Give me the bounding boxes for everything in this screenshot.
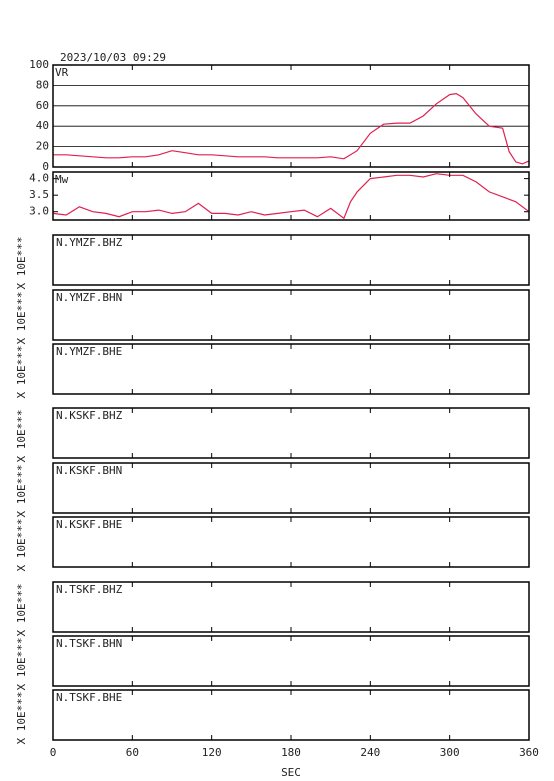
unit-label: X 10E*** [15, 638, 28, 691]
unit-label: X 10E*** [15, 692, 28, 745]
unit-label: X 10E*** [15, 410, 28, 463]
x-tick-label: 360 [519, 746, 539, 759]
y-tick-label: 60 [36, 99, 49, 112]
station-label: N.YMZF.BHZ [56, 236, 123, 249]
x-tick-label: 60 [126, 746, 139, 759]
y-tick-label: 20 [36, 140, 49, 153]
station-label: N.TSKF.BHN [56, 637, 122, 650]
y-tick-label: 0 [42, 160, 49, 173]
unit-label: X 10E*** [15, 346, 28, 399]
panel-label: VR [55, 66, 69, 79]
y-tick-label: 4.0 [29, 172, 49, 185]
x-axis-label: SEC [281, 766, 301, 779]
station-panel [52, 343, 530, 395]
station-label: N.TSKF.BHZ [56, 583, 123, 596]
data-line [53, 92, 530, 165]
y-tick-label: 100 [29, 58, 49, 71]
panel-frame [52, 64, 530, 168]
x-tick-label: 180 [281, 746, 301, 759]
unit-label: X 10E*** [15, 584, 28, 637]
x-tick-label: 120 [202, 746, 222, 759]
x-tick-label: 0 [50, 746, 57, 759]
station-panel [52, 635, 530, 687]
unit-label: X 10E*** [15, 292, 28, 345]
y-tick-label: 80 [36, 78, 49, 91]
x-tick-label: 300 [440, 746, 460, 759]
unit-label: X 10E*** [15, 237, 28, 290]
station-label: N.YMZF.BHE [56, 345, 122, 358]
station-label: N.TSKF.BHE [56, 691, 122, 704]
station-panel [52, 407, 530, 459]
station-panel [52, 234, 530, 286]
station-label: N.KSKF.BHN [56, 464, 122, 477]
chart-title: 2023/10/03 09:29 [60, 51, 166, 64]
data-line [52, 173, 530, 220]
y-tick-label: 3.5 [29, 188, 49, 201]
unit-label: X 10E*** [15, 519, 28, 572]
panel-frame [52, 171, 530, 221]
y-tick-label: 3.0 [29, 205, 49, 218]
unit-label: X 10E*** [15, 465, 28, 518]
station-panel [52, 516, 530, 568]
station-panel [52, 689, 530, 741]
panel-label: Mw [55, 173, 69, 186]
station-panel [52, 581, 530, 633]
station-panel [52, 289, 530, 341]
station-label: N.KSKF.BHZ [56, 409, 123, 422]
y-tick-label: 40 [36, 119, 49, 132]
station-label: N.YMZF.BHN [56, 291, 122, 304]
x-tick-label: 240 [360, 746, 380, 759]
station-panel [52, 462, 530, 514]
station-label: N.KSKF.BHE [56, 518, 122, 531]
